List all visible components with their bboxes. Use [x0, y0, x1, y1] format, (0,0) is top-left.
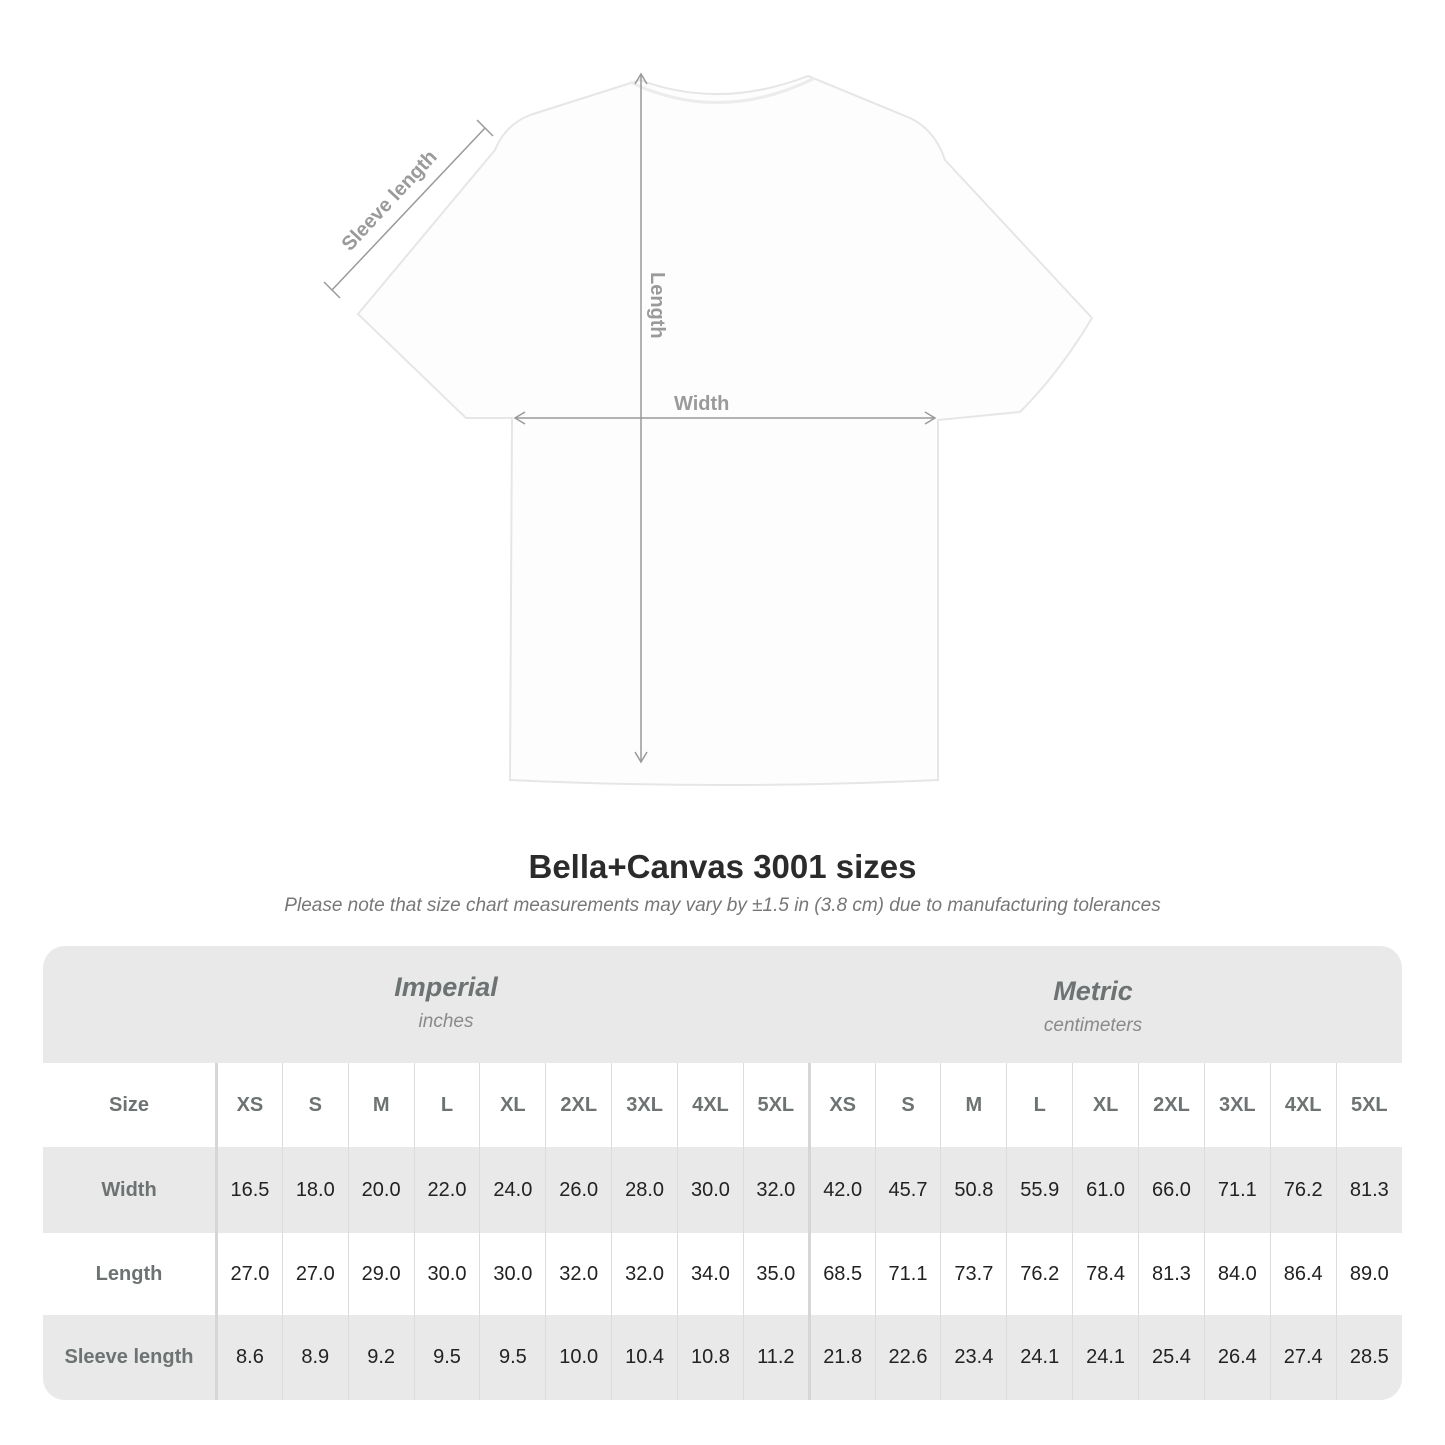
- imperial-value-cell: 8.9: [281, 1315, 349, 1400]
- imperial-value-cell: 11.2: [742, 1315, 810, 1400]
- imperial-size-header: 5XL: [742, 1063, 810, 1147]
- metric-value-cell: 84.0: [1203, 1233, 1271, 1315]
- metric-value-cell: 78.4: [1072, 1233, 1139, 1315]
- imperial-value-cell: 10.8: [677, 1315, 744, 1400]
- metric-value-cell: 27.4: [1269, 1315, 1337, 1400]
- imperial-header: Imperial inches: [215, 946, 677, 1063]
- imperial-value-cell: 22.0: [413, 1147, 480, 1233]
- metric-value-cell: 66.0: [1138, 1147, 1205, 1233]
- imperial-value-cell: 32.0: [611, 1233, 678, 1315]
- imperial-value-cell: 16.5: [216, 1147, 283, 1233]
- length-label: Length: [646, 272, 668, 339]
- metric-value-cell: 42.0: [807, 1147, 876, 1233]
- metric-value-cell: 71.1: [1203, 1147, 1271, 1233]
- imperial-value-cell: 20.0: [347, 1147, 415, 1233]
- imperial-size-header: L: [413, 1063, 480, 1147]
- metric-value-cell: 28.5: [1335, 1315, 1402, 1400]
- width-label: Width: [674, 393, 729, 415]
- row-label: Width: [43, 1147, 218, 1233]
- metric-value-cell: 45.7: [874, 1147, 941, 1233]
- imperial-value-cell: 8.6: [216, 1315, 283, 1400]
- table-row: Sleeve length 8.6 8.9 9.2 9.5 9.5 10.0 10.4 10.8…: [43, 1315, 1402, 1400]
- metric-value-cell: 81.3: [1335, 1147, 1402, 1233]
- imperial-value-cell: 26.0: [545, 1147, 612, 1233]
- metric-value-cell: 50.8: [940, 1147, 1007, 1233]
- row-label: Sleeve length: [43, 1315, 218, 1400]
- metric-size-header: S: [874, 1063, 941, 1147]
- size-label: Size: [43, 1063, 218, 1147]
- metric-value-cell: 81.3: [1138, 1233, 1205, 1315]
- measure-lines: [323, 72, 937, 764]
- tshirt-diagram: Sleeve length Length Width: [323, 72, 1094, 786]
- size-table: Imperial inches Metric centimeters Size X…: [43, 946, 1402, 1400]
- metric-size-header: 4XL: [1269, 1063, 1337, 1147]
- imperial-size-header: 4XL: [677, 1063, 744, 1147]
- tolerance-note: Please note that size chart measurements…: [284, 895, 1161, 916]
- metric-value-cell: 61.0: [1072, 1147, 1139, 1233]
- imperial-value-cell: 32.0: [545, 1233, 612, 1315]
- table-row: Length 27.0 27.0 29.0 30.0 30.0 32.0 32.0 34.0 35…: [43, 1233, 1402, 1315]
- metric-size-header: XS: [807, 1063, 876, 1147]
- metric-size-header: 2XL: [1138, 1063, 1205, 1147]
- metric-value-cell: 24.1: [1006, 1315, 1073, 1400]
- imperial-value-cell: 35.0: [742, 1233, 810, 1315]
- metric-value-cell: 25.4: [1138, 1315, 1205, 1400]
- size-header-row: Size XS S M L XL 2XL 3XL 4XL 5XL XS S M L XL 2XL 3XL 4XL 5…: [43, 1063, 1402, 1147]
- imperial-value-cell: 34.0: [677, 1233, 744, 1315]
- imperial-value-cell: 27.0: [216, 1233, 283, 1315]
- metric-value-cell: 68.5: [807, 1233, 876, 1315]
- imperial-value-cell: 9.5: [413, 1315, 480, 1400]
- imperial-value-cell: 29.0: [347, 1233, 415, 1315]
- imperial-size-header: S: [281, 1063, 349, 1147]
- imperial-value-cell: 9.2: [347, 1315, 415, 1400]
- imperial-size-header: M: [347, 1063, 415, 1147]
- metric-size-header: 3XL: [1203, 1063, 1271, 1147]
- row-label: Length: [43, 1233, 218, 1315]
- imperial-value-cell: 9.5: [479, 1315, 546, 1400]
- metric-value-cell: 89.0: [1335, 1233, 1402, 1315]
- tshirt-shape: [356, 74, 1094, 786]
- metric-value-cell: 26.4: [1203, 1315, 1271, 1400]
- metric-header: Metric centimeters: [808, 950, 1378, 1067]
- imperial-value-cell: 30.0: [413, 1233, 480, 1315]
- metric-value-cell: 86.4: [1269, 1233, 1337, 1315]
- metric-value-cell: 71.1: [874, 1233, 941, 1315]
- imperial-value-cell: 30.0: [479, 1233, 546, 1315]
- imperial-value-cell: 27.0: [281, 1233, 349, 1315]
- imperial-title: Imperial: [394, 972, 498, 1002]
- metric-size-header: XL: [1072, 1063, 1139, 1147]
- metric-unit: centimeters: [1043, 1015, 1143, 1036]
- imperial-value-cell: 30.0: [677, 1147, 744, 1233]
- imperial-value-cell: 10.0: [545, 1315, 612, 1400]
- metric-value-cell: 22.6: [874, 1315, 941, 1400]
- size-grid: Size XS S M L XL 2XL 3XL 4XL 5XL XS S M L XL 2XL 3XL 4XL 5…: [43, 1063, 1402, 1400]
- collar: [629, 76, 816, 105]
- table-row: Width 16.5 18.0 20.0 22.0 24.0 26.0 28.0 30.0 32.…: [43, 1147, 1402, 1233]
- metric-value-cell: 73.7: [940, 1233, 1007, 1315]
- metric-value-cell: 23.4: [940, 1315, 1007, 1400]
- imperial-size-header: XS: [216, 1063, 283, 1147]
- metric-title: Metric: [1053, 976, 1133, 1006]
- metric-value-cell: 55.9: [1006, 1147, 1073, 1233]
- page-title: Bella+Canvas 3001 sizes: [528, 848, 917, 885]
- imperial-value-cell: 10.4: [611, 1315, 678, 1400]
- imperial-value-cell: 18.0: [281, 1147, 349, 1233]
- imperial-size-header: XL: [479, 1063, 546, 1147]
- imperial-value-cell: 32.0: [742, 1147, 810, 1233]
- metric-value-cell: 21.8: [807, 1315, 876, 1400]
- metric-value-cell: 76.2: [1006, 1233, 1073, 1315]
- metric-value-cell: 76.2: [1269, 1147, 1337, 1233]
- metric-size-header: M: [940, 1063, 1007, 1147]
- metric-size-header: L: [1006, 1063, 1073, 1147]
- metric-size-header: 5XL: [1335, 1063, 1402, 1147]
- metric-value-cell: 24.1: [1072, 1315, 1139, 1400]
- imperial-size-header: 3XL: [611, 1063, 678, 1147]
- imperial-size-header: 2XL: [545, 1063, 612, 1147]
- imperial-value-cell: 24.0: [479, 1147, 546, 1233]
- imperial-unit: inches: [418, 1011, 474, 1032]
- imperial-value-cell: 28.0: [611, 1147, 678, 1233]
